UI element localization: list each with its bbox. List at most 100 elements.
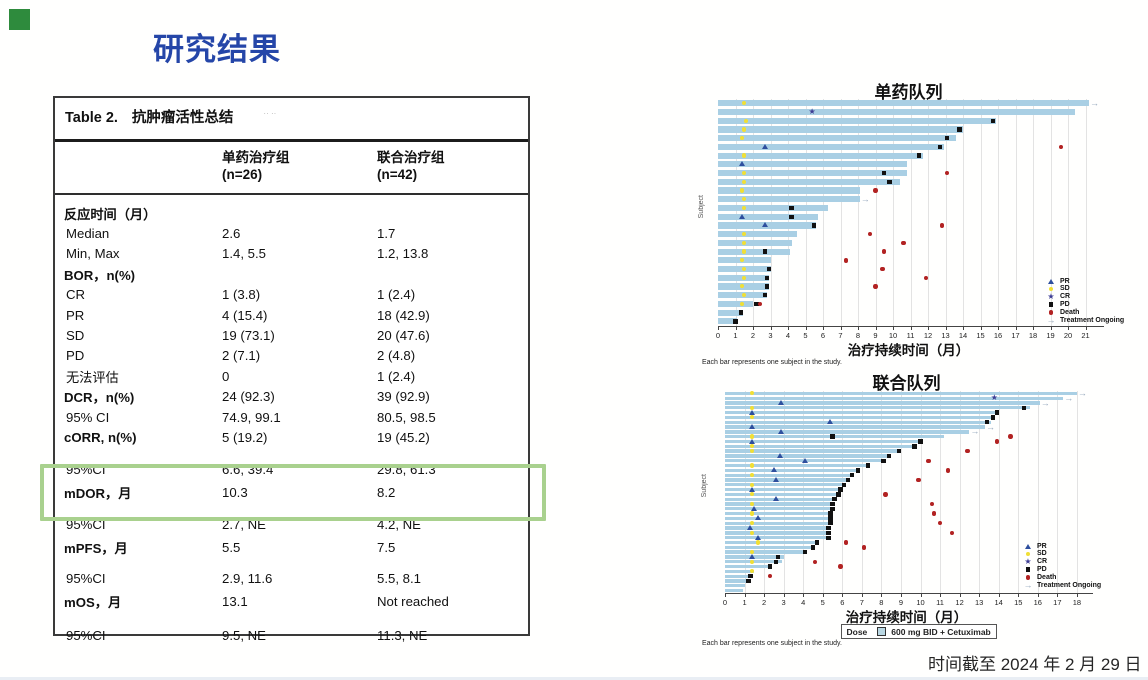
gridline <box>959 391 961 593</box>
table-cell-mono: 5 (19.2) <box>222 429 268 445</box>
axis-tick-label: 18 <box>1072 598 1082 607</box>
pd-marker <box>887 179 892 185</box>
table-cell-combo: 1.2, 13.8 <box>377 246 429 262</box>
swimmer-bar <box>725 473 855 477</box>
swimmer-bar <box>725 483 847 487</box>
table-cell-combo: 7.5 <box>377 539 396 555</box>
table-row: cORR, n(%) 5 (19.2) 19 (45.2) <box>55 427 528 447</box>
pr-marker <box>739 213 746 219</box>
axis-tick <box>744 594 746 597</box>
y-axis-title: Subject <box>698 194 705 218</box>
sd-marker <box>740 258 745 263</box>
axis-tick-label: 7 <box>838 331 843 340</box>
gridline <box>840 99 842 326</box>
pd-marker <box>842 482 847 487</box>
axis-tick-label: 0 <box>722 598 728 607</box>
pr-marker <box>772 476 779 482</box>
pd-marker <box>789 214 794 219</box>
sd-marker <box>750 434 755 439</box>
table-cell-mono: 1 (3.8) <box>222 287 261 303</box>
swimmer-bar <box>718 239 792 246</box>
swimmer-bar <box>725 406 1030 410</box>
chart-legend: PR SD ★ CR PD Death → Treatment Ongoing <box>1023 542 1102 590</box>
pd-marker <box>1021 405 1027 411</box>
gridline <box>900 391 902 593</box>
column-header-mono-n: (n=26) <box>222 166 263 182</box>
table-cell-label: 无法评估 <box>66 369 119 385</box>
table-cell-label: SD <box>66 328 85 344</box>
table-cell-combo: 1 (2.4) <box>377 287 416 303</box>
pd-marker <box>826 530 831 536</box>
table-cell-combo: 39 (92.9) <box>377 389 430 405</box>
axis-tick <box>840 327 842 330</box>
table-caption: Table 2. 抗肿瘤活性总结 ·· ·· <box>55 98 528 142</box>
gridline <box>861 391 863 593</box>
swimmer-bar <box>718 152 923 159</box>
swimmer-plot: → → ★ → → → PR SD ★ CR PD Death → Treatment Ongoing <box>725 388 1101 593</box>
axis-tick <box>764 594 766 597</box>
swimmer-bar <box>725 449 901 453</box>
legend-entry: PD <box>1023 566 1101 574</box>
sd-marker <box>750 559 755 564</box>
pd-marker <box>767 564 773 569</box>
axis-tick <box>900 594 902 597</box>
pr-marker <box>762 222 769 228</box>
legend-label: PR <box>1037 542 1047 550</box>
chart-title: 联合队列 <box>872 374 941 393</box>
x-axis: 0 1 2 3 4 5 6 7 8 9 10 11 12 13 14 15 16 17 18 <box>723 593 1093 608</box>
legend-label: CR <box>1060 293 1071 301</box>
legend-label: PD <box>1060 301 1070 308</box>
legend-entry: SD <box>1023 550 1101 558</box>
ongoing-arrow-icon: → <box>1090 97 1099 108</box>
swimmer-bar <box>725 536 831 540</box>
sd-marker <box>750 569 755 574</box>
table-cell-label: mDOR，月 <box>64 485 132 501</box>
legend-entry: PR <box>1023 542 1101 550</box>
axis-tick <box>770 327 772 330</box>
sd-marker <box>742 170 747 176</box>
pr-marker <box>778 400 785 406</box>
swimmer-bar <box>718 231 797 238</box>
pd-legend-icon <box>1046 302 1056 307</box>
gridline <box>875 99 877 326</box>
axis-tick <box>1037 594 1039 597</box>
axis-tick-label: 6 <box>840 598 845 607</box>
sd-marker <box>1048 286 1054 291</box>
pd-marker <box>845 477 851 483</box>
pd-marker <box>826 535 831 540</box>
death-marker <box>873 284 878 289</box>
chart-legend: PR SD ★ CR PD Death → Treatment Ongoing <box>1046 277 1125 325</box>
table-row: mPFS，月 5.5 7.5 <box>55 537 528 557</box>
table-cell-combo: 2 (4.8) <box>377 348 416 364</box>
axis-tick <box>979 594 981 597</box>
sd-marker <box>742 249 747 254</box>
pd-marker <box>865 463 870 468</box>
swimmer-bar <box>718 143 944 151</box>
axis-tick-label: 12 <box>923 331 933 340</box>
axis-tick <box>1057 594 1059 597</box>
page-title: 研究结果 <box>153 32 281 67</box>
axis-tick <box>842 594 844 597</box>
swimmer-bar <box>718 170 907 177</box>
death-marker <box>931 511 937 516</box>
table-cell-mono: 13.1 <box>222 594 248 610</box>
swimmer-bar <box>725 478 851 482</box>
axis-tick <box>735 327 737 330</box>
sd-marker <box>742 179 747 184</box>
axis-tick <box>805 327 807 330</box>
gridline <box>881 391 883 593</box>
axis-tick-label: 2 <box>750 331 756 340</box>
pd-marker <box>764 275 770 280</box>
swimmer-bar <box>725 430 970 434</box>
axis-tick <box>980 327 982 330</box>
table-row: mDOR，月 10.3 8.2 <box>55 482 528 502</box>
sd-marker <box>743 118 748 123</box>
gridline <box>920 391 922 593</box>
swimmer-bar <box>725 463 870 468</box>
table-row: 95% CI 74.9, 99.1 80.5, 98.5 <box>55 407 528 427</box>
ongoing-arrow-icon: → <box>970 426 980 437</box>
pd-marker <box>832 497 837 502</box>
swimmer-bar <box>718 135 956 142</box>
pr-marker <box>770 467 777 473</box>
table-row: PR 4 (15.4) 18 (42.9) <box>55 305 528 325</box>
